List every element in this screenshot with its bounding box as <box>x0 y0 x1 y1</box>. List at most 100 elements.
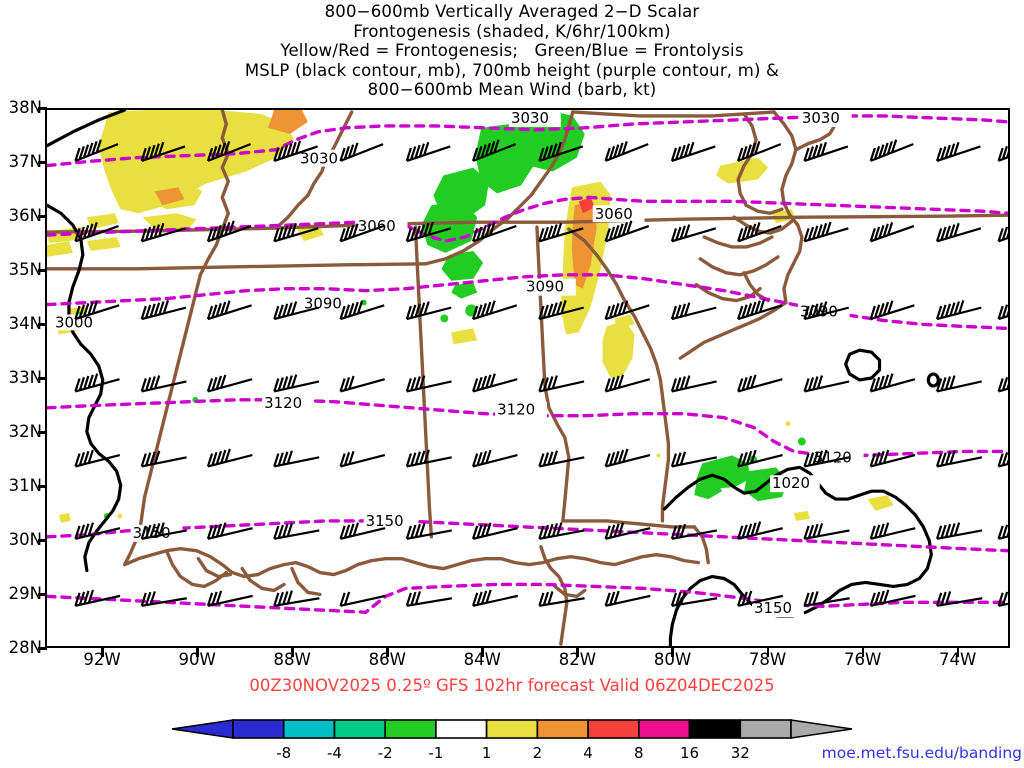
wind-barb <box>74 522 121 540</box>
wind-barb <box>737 590 784 607</box>
wind-barb <box>538 450 585 468</box>
wind-barb <box>997 524 1008 540</box>
lon-tick-label: 88W <box>273 650 311 669</box>
wind-barb <box>604 522 651 540</box>
wind-barb <box>670 451 718 468</box>
colorbar-tick-label: 32 <box>730 744 750 762</box>
wind-barb <box>935 222 982 243</box>
wind-barb <box>74 300 120 321</box>
title-line-5: 800−600mb Mean Wind (barb, kt) <box>367 80 657 100</box>
wind-barb <box>604 141 649 162</box>
wind-barb <box>339 300 385 321</box>
wind-barb-field <box>74 139 1008 607</box>
lat-tick-label: 31N <box>8 476 42 495</box>
lat-tick <box>38 647 47 650</box>
lat-tick-label: 34N <box>8 314 42 333</box>
wind-barb <box>140 141 186 162</box>
lon-tick <box>766 648 770 657</box>
attribution-link[interactable]: moe.met.fsu.edu/banding <box>821 744 1022 762</box>
wind-barb <box>339 142 384 162</box>
wind-barb <box>538 141 584 162</box>
colorbar-left-arrow <box>171 719 234 739</box>
colorbar-cell <box>282 719 336 739</box>
svg-text:3090: 3090 <box>526 278 564 296</box>
svg-text:3120: 3120 <box>497 401 535 419</box>
wind-barb <box>604 374 651 393</box>
wind-barb <box>935 591 983 607</box>
lat-tick <box>38 377 47 380</box>
wind-barb <box>206 448 253 468</box>
wind-barb <box>737 374 783 393</box>
wind-barb <box>140 375 187 393</box>
wind-barb <box>538 591 585 607</box>
wind-barb <box>935 141 981 162</box>
svg-text:3030: 3030 <box>300 150 338 168</box>
lon-tick <box>196 648 199 657</box>
wind-barb <box>997 452 1008 468</box>
lon-tick <box>956 648 960 657</box>
svg-text:3030: 3030 <box>802 110 840 127</box>
lon-tick-label: 92W <box>83 650 121 669</box>
lat-tick-label: 30N <box>8 530 42 549</box>
wind-barb <box>273 222 319 243</box>
wind-barb <box>803 141 849 162</box>
colorbar-cell <box>232 719 285 739</box>
wind-barb <box>405 141 451 162</box>
wind-barb <box>471 222 517 243</box>
wind-barb <box>803 591 850 607</box>
wind-barb <box>997 304 1008 321</box>
wind-barb <box>273 590 320 607</box>
colorbar-tick-label: 1 <box>481 744 492 762</box>
svg-text:1020: 1020 <box>772 474 810 492</box>
map-canvas: 3030 3030 3030 3060 3060 3000 3090 3090 … <box>47 110 1008 646</box>
wind-barb <box>405 301 452 321</box>
colorbar-tick-label: 8 <box>634 744 644 762</box>
wind-barb <box>869 373 916 393</box>
wind-barb <box>339 450 386 468</box>
forecast-caption: 00Z30NOV2025 0.25º GFS 102hr forecast Va… <box>249 676 775 695</box>
wind-barb <box>74 139 119 162</box>
title-line-4: MSLP (black contour, mb), 700mb height (… <box>244 60 780 80</box>
wind-barb <box>670 141 716 162</box>
lat-tick-label: 32N <box>8 422 42 441</box>
wind-barb <box>339 522 386 540</box>
lat-tick <box>38 161 47 164</box>
wind-barb <box>604 448 651 468</box>
wind-barb <box>206 300 252 321</box>
wind-barb <box>803 301 850 321</box>
wind-barb <box>471 300 518 321</box>
colorbar: -8 -4 -2 -1 1 2 4 8 16 32 <box>0 718 1024 768</box>
wind-barb <box>869 449 916 468</box>
wind-barb <box>538 522 585 540</box>
colorbar-cell <box>587 719 640 739</box>
colorbar-swatches <box>171 719 853 739</box>
wind-barb <box>74 222 119 243</box>
wind-barb <box>935 375 982 393</box>
svg-text:3060: 3060 <box>595 205 633 223</box>
wind-barb <box>997 376 1008 393</box>
wind-barb <box>273 301 319 321</box>
wind-barb <box>935 300 982 321</box>
lon-tick-label: 78W <box>748 650 787 669</box>
wind-barb <box>869 589 916 607</box>
wind-barb <box>471 522 518 540</box>
lon-tick-label: 82W <box>558 650 597 669</box>
lon-tick-label: 76W <box>843 650 882 669</box>
map-plot-area[interactable]: 3030 3030 3030 3060 3060 3000 3090 3090 … <box>45 108 1010 648</box>
lat-tick <box>38 269 47 272</box>
wind-barb <box>538 300 584 321</box>
wind-barb <box>471 139 517 162</box>
wind-barb <box>140 591 187 607</box>
lat-tick-label: 35N <box>8 260 42 279</box>
wind-barb <box>604 300 650 321</box>
wind-barb <box>405 591 453 607</box>
colorbar-cell <box>435 719 488 739</box>
lon-tick-label: 84W <box>463 650 501 669</box>
wind-barb <box>737 222 782 243</box>
lon-tick <box>861 648 865 657</box>
wind-barb <box>405 221 452 243</box>
wind-barb <box>670 302 717 321</box>
colorbar-cell <box>536 719 589 739</box>
wind-barb <box>737 521 783 540</box>
wind-barb <box>803 221 849 243</box>
